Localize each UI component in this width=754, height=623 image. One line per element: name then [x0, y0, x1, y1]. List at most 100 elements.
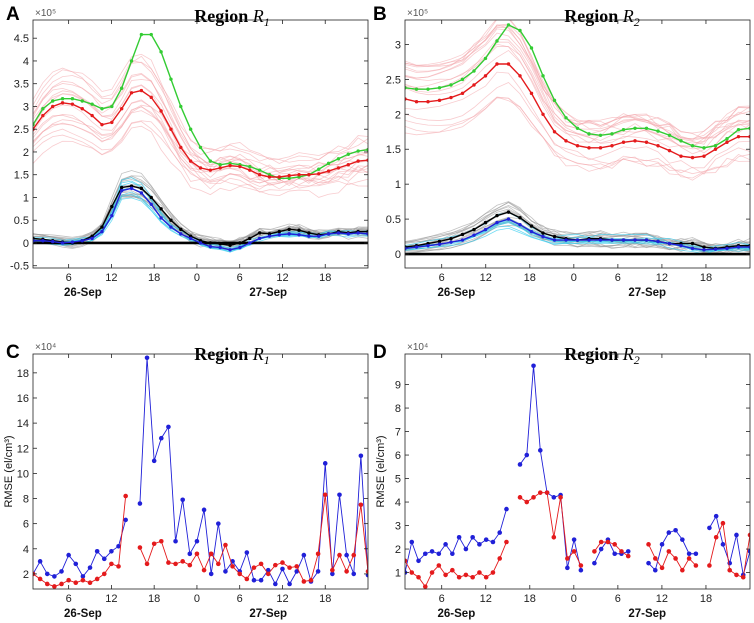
data-point-red — [273, 562, 278, 568]
data-point-red — [244, 576, 250, 582]
data-point-red — [436, 563, 442, 568]
scale-label: ×10⁴ — [407, 342, 428, 353]
data-point-blue — [531, 363, 536, 369]
ensemble-member-red — [405, 20, 750, 140]
x-tick-label: 6 — [237, 593, 243, 605]
data-point-black — [139, 186, 144, 191]
data-point-blue — [337, 492, 342, 498]
data-point-red — [619, 549, 624, 554]
y-tick-label: 1 — [395, 179, 401, 191]
data-point-blue — [565, 565, 570, 571]
data-point-red — [90, 113, 94, 118]
y-tick-label: 4.5 — [14, 33, 29, 45]
x-tick-label: 12 — [105, 593, 117, 605]
ensemble-member-red — [405, 96, 750, 175]
data-point-red — [680, 567, 685, 573]
data-point-blue — [621, 238, 626, 242]
data-point-green — [426, 87, 430, 91]
data-point-blue — [598, 546, 604, 552]
data-point-red — [52, 584, 57, 589]
data-point-blue — [149, 202, 153, 206]
data-point-blue — [330, 571, 335, 577]
y-tick-label: 8 — [395, 403, 401, 415]
data-point-red — [317, 172, 321, 176]
data-point-blue — [287, 232, 291, 236]
y-tick-label: 14 — [17, 418, 29, 430]
data-point-green — [248, 164, 252, 169]
data-point-blue — [575, 238, 580, 242]
y-tick-label: 10 — [17, 468, 29, 480]
data-point-blue — [218, 245, 222, 250]
data-point-blue — [248, 241, 252, 245]
data-point-blue — [351, 571, 357, 577]
data-point-red — [60, 101, 65, 105]
data-point-blue — [344, 552, 349, 558]
data-point-red — [137, 545, 143, 550]
data-point-blue — [336, 231, 341, 235]
data-point-red — [707, 563, 712, 568]
data-point-red — [610, 144, 614, 148]
data-point-red — [659, 565, 665, 571]
data-point-blue — [659, 542, 665, 547]
ensemble-member-red — [405, 27, 750, 144]
data-point-blue — [652, 567, 658, 573]
data-point-blue — [456, 535, 462, 540]
plot-area — [33, 32, 368, 253]
y-tick-label: 4 — [23, 544, 29, 556]
data-point-red — [544, 490, 550, 495]
x-tick-label: 0 — [571, 272, 577, 284]
data-point-black — [449, 236, 453, 241]
data-point-green — [495, 39, 499, 43]
data-point-blue — [87, 565, 93, 570]
data-point-red — [529, 91, 534, 96]
data-point-blue — [612, 551, 618, 557]
panel-letter: B — [373, 4, 387, 25]
data-point-black — [472, 227, 476, 232]
data-point-red — [409, 570, 415, 575]
data-point-black — [552, 234, 557, 239]
data-point-red — [740, 574, 746, 580]
data-point-blue — [346, 232, 350, 236]
data-point-blue — [734, 532, 739, 538]
data-point-red — [470, 574, 475, 580]
data-point-red — [51, 104, 55, 109]
data-point-blue — [265, 567, 271, 573]
data-point-blue — [443, 542, 448, 547]
data-point-blue — [166, 424, 171, 430]
ensemble-member-red — [33, 106, 368, 184]
data-point-blue — [578, 567, 584, 573]
data-point-blue — [294, 569, 300, 574]
data-point-green — [100, 107, 104, 111]
data-point-red — [139, 88, 144, 93]
data-point-blue — [41, 238, 45, 243]
data-point-blue — [358, 453, 364, 459]
data-point-green — [188, 127, 193, 131]
data-point-red — [483, 574, 489, 580]
data-point-green — [575, 126, 580, 130]
y-tick-label: 7 — [395, 427, 401, 439]
y-tick-label: 6 — [23, 519, 29, 531]
data-point-red — [625, 553, 631, 559]
data-point-green — [644, 126, 649, 130]
data-point-blue — [159, 216, 163, 220]
data-point-green — [51, 99, 55, 103]
panel-letter: C — [6, 342, 20, 363]
data-point-red — [426, 100, 430, 104]
data-point-red — [158, 538, 164, 544]
data-point-blue — [301, 552, 307, 558]
plot-area — [33, 355, 368, 589]
data-point-blue — [109, 548, 114, 554]
data-point-blue — [238, 245, 242, 250]
x-tick-label: 18 — [319, 593, 331, 605]
data-point-black — [169, 218, 173, 222]
panel-title: Region R2 — [564, 6, 640, 29]
data-point-blue — [123, 517, 128, 523]
data-point-green — [564, 116, 568, 120]
panel-title: Region R2 — [564, 344, 640, 367]
data-point-blue — [66, 552, 71, 558]
data-point-red — [644, 140, 649, 144]
data-point-red — [713, 535, 719, 540]
data-point-blue — [409, 539, 415, 545]
data-point-blue — [472, 233, 476, 237]
data-point-red — [429, 570, 435, 575]
